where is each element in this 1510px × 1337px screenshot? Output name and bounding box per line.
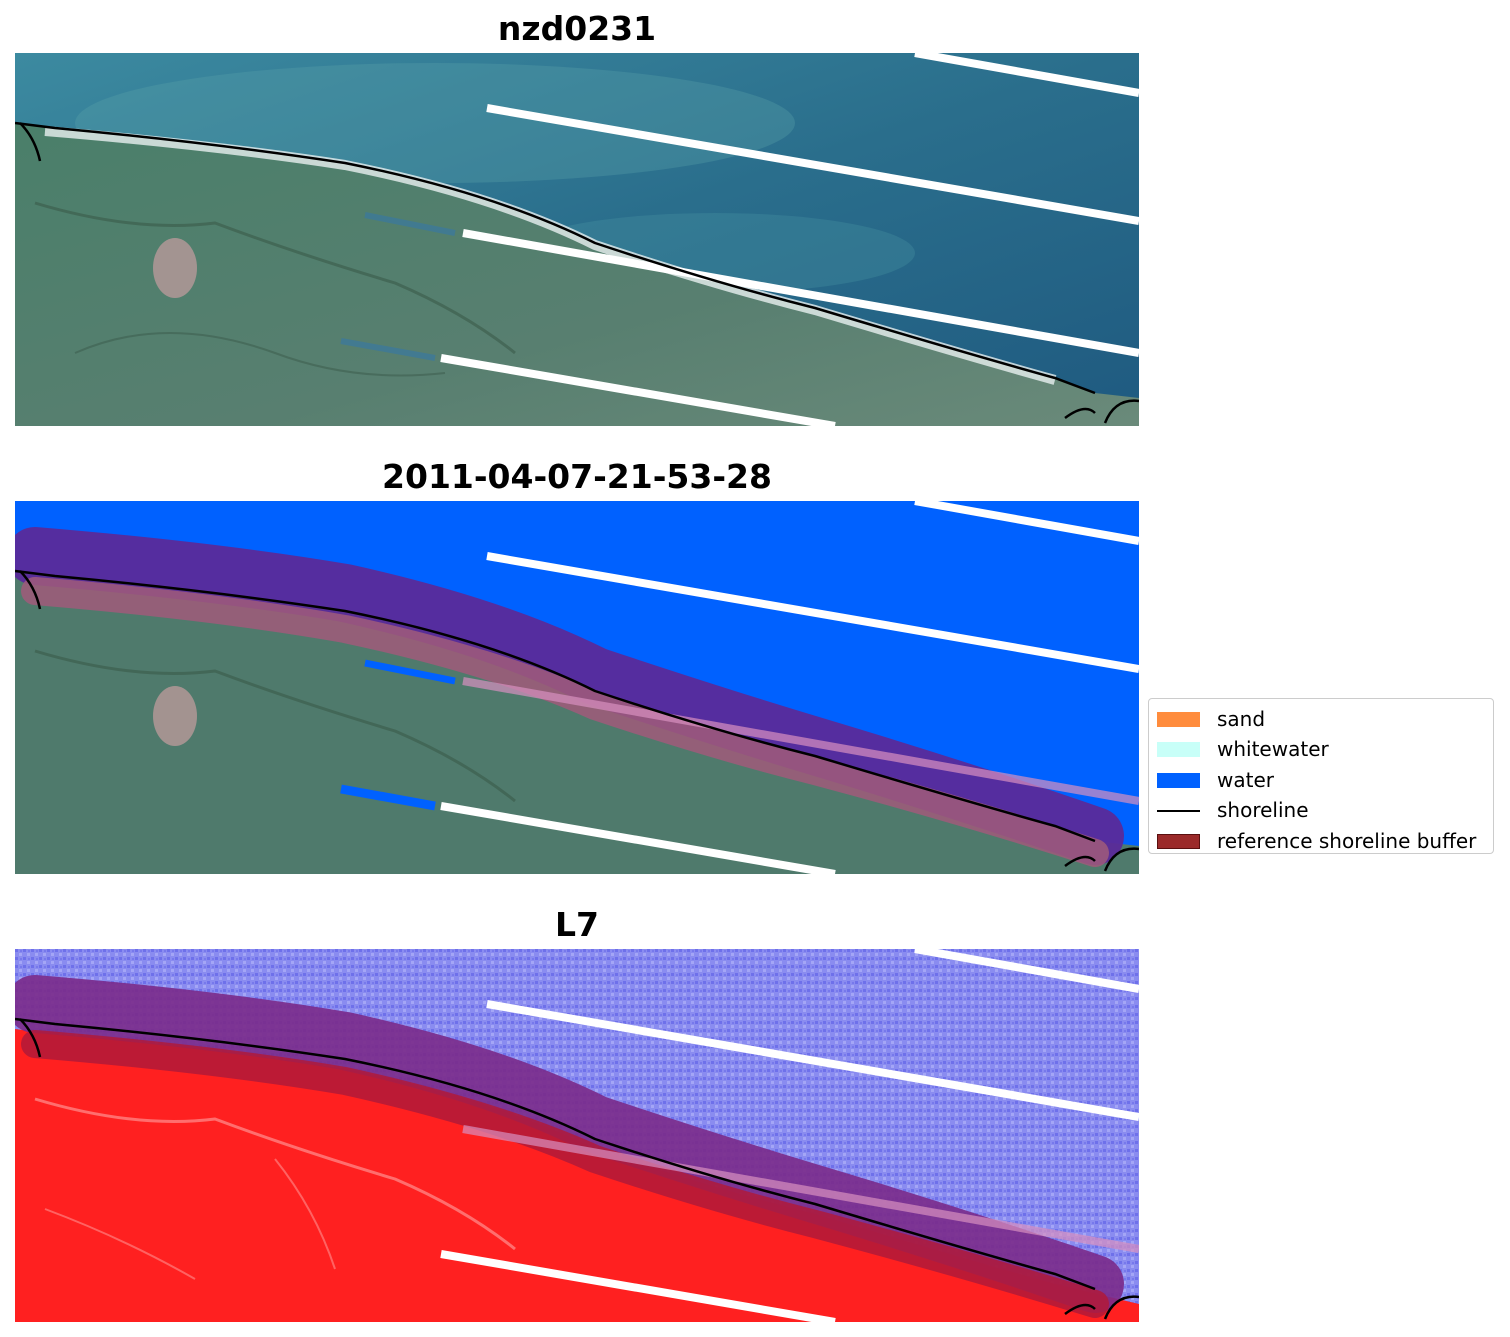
- legend-item-sand: sand: [1149, 704, 1493, 734]
- classified-image-panel: [15, 501, 1139, 874]
- panel-title-date: 2011-04-07-21-53-28: [382, 457, 772, 496]
- rgb-image: [15, 53, 1139, 426]
- legend-label-shoreline: shoreline: [1217, 798, 1309, 823]
- panel-title-rgb: nzd0231: [497, 9, 657, 48]
- shoreline-line: [15, 121, 1096, 395]
- shoreline-line: [15, 569, 1096, 843]
- water-swatch: [1157, 772, 1200, 788]
- legend-label-sand: sand: [1217, 707, 1266, 731]
- buffer-swatch: [1157, 833, 1200, 849]
- legend-label-buffer: reference shoreline buffer: [1217, 828, 1477, 853]
- index-image: [15, 949, 1139, 1322]
- rgb-image-panel: [15, 53, 1139, 426]
- scan-line-gaps: [440, 53, 1139, 426]
- index-image-panel: [15, 949, 1139, 1322]
- sand-swatch: [1157, 712, 1200, 727]
- legend-label-water: water: [1217, 767, 1274, 792]
- legend-item-water: water: [1149, 765, 1493, 795]
- classified-image: [15, 501, 1139, 874]
- scan-line-gaps: [440, 501, 1139, 874]
- legend-item-buffer: reference shoreline buffer: [1149, 826, 1493, 856]
- reference-buffer: [15, 975, 1124, 1313]
- legend: sand whitewater water shoreline referenc…: [1148, 698, 1494, 854]
- scan-line-gaps: [440, 949, 1139, 1322]
- shoreline-line: [15, 1017, 1096, 1291]
- land-area: [15, 123, 1139, 426]
- whitewater-swatch: [1157, 742, 1200, 758]
- shoreline-swatch: [1157, 810, 1200, 813]
- reference-buffer: [15, 527, 1124, 865]
- land-area: [15, 571, 1139, 874]
- legend-item-shoreline: shoreline: [1149, 795, 1493, 825]
- legend-item-whitewater: whitewater: [1149, 734, 1493, 764]
- panel-title-satellite: L7: [555, 905, 599, 944]
- legend-label-whitewater: whitewater: [1217, 737, 1329, 762]
